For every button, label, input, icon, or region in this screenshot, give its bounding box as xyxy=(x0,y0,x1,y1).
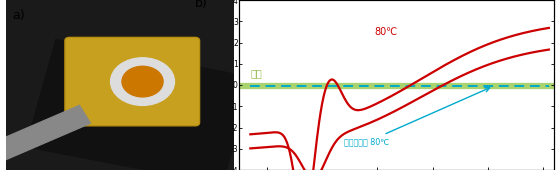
Text: イオンなし 80℃: イオンなし 80℃ xyxy=(344,88,489,147)
Circle shape xyxy=(122,66,163,97)
Bar xyxy=(26,39,253,170)
Bar xyxy=(0,105,91,160)
Text: 室温: 室温 xyxy=(250,68,262,78)
Text: b): b) xyxy=(195,0,208,10)
Text: 80℃: 80℃ xyxy=(375,27,398,37)
Text: a): a) xyxy=(12,8,25,21)
Circle shape xyxy=(110,58,175,105)
FancyBboxPatch shape xyxy=(65,37,199,126)
